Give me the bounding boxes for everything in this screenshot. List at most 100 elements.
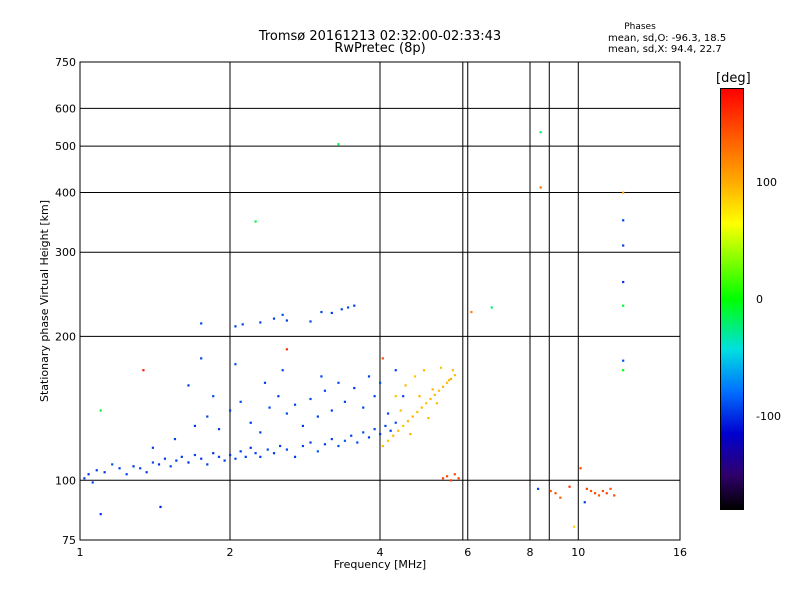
data-point [234, 457, 237, 460]
data-point [254, 452, 257, 455]
data-point [187, 384, 190, 387]
data-point [350, 434, 353, 437]
data-point [373, 395, 376, 398]
y-tick-label: 200 [55, 330, 76, 343]
data-point [622, 244, 625, 247]
data-point [151, 461, 155, 464]
x-tick-label: 6 [464, 546, 471, 559]
data-point [613, 494, 616, 497]
data-point [330, 437, 333, 441]
x-tick-labels: 1 2 4 6 8 10 16 [77, 546, 688, 559]
scatter-points [83, 131, 625, 528]
data-point [200, 357, 203, 360]
data-point [193, 424, 197, 428]
data-point [281, 369, 284, 372]
data-point [622, 280, 625, 284]
data-point [402, 395, 405, 398]
data-point [99, 409, 102, 412]
data-point [259, 431, 262, 434]
y-tick-label: 750 [55, 56, 76, 69]
data-point [200, 457, 203, 460]
data-point [362, 406, 365, 409]
data-point [394, 421, 397, 424]
data-point [453, 473, 456, 476]
data-point [536, 487, 540, 490]
data-point [449, 377, 453, 381]
data-point [234, 363, 237, 366]
data-point [605, 492, 608, 495]
y-axis-label: Stationary phase Virtual Height [km] [38, 200, 51, 402]
data-point [229, 409, 232, 412]
data-point [159, 505, 162, 509]
data-point [293, 455, 297, 458]
data-point [279, 444, 282, 448]
data-point [259, 455, 262, 458]
data-point [316, 450, 319, 453]
data-point [413, 375, 417, 378]
data-point [435, 402, 438, 405]
data-point [239, 400, 242, 403]
data-point [589, 489, 593, 493]
data-point [399, 409, 402, 412]
data-point [418, 395, 421, 398]
data-point [132, 465, 135, 468]
data-point [593, 492, 597, 495]
y-tick-label: 500 [55, 140, 76, 153]
y-tick-label: 600 [55, 102, 76, 115]
data-point [330, 409, 333, 412]
data-point [343, 439, 347, 442]
data-point [83, 477, 86, 480]
x-tick-label: 16 [673, 546, 687, 559]
data-point [212, 395, 215, 398]
colorbar-tick-label: 100 [756, 175, 777, 189]
data-point [111, 463, 114, 466]
data-point [622, 304, 625, 307]
y-tick-label: 400 [55, 186, 76, 199]
data-point [447, 379, 451, 382]
x-axis-label: Frequency [MHz] [334, 558, 426, 571]
data-point [169, 465, 172, 468]
data-point [187, 461, 190, 464]
data-point [320, 375, 323, 378]
x-tick-label: 2 [227, 546, 234, 559]
y-tick-label: 100 [55, 474, 76, 487]
data-point [406, 420, 410, 423]
data-point [266, 448, 269, 451]
data-point [622, 219, 625, 222]
data-point [585, 487, 588, 490]
data-point [601, 489, 605, 493]
data-point [568, 485, 571, 488]
x-tick-label: 10 [571, 546, 585, 559]
data-point [409, 432, 412, 436]
data-point [323, 443, 327, 446]
data-point [285, 412, 288, 415]
data-point [404, 384, 407, 387]
data-point [392, 434, 395, 437]
data-point [239, 450, 242, 453]
data-point [241, 323, 244, 326]
data-point [353, 386, 356, 390]
data-point [353, 304, 356, 307]
data-point [445, 475, 449, 478]
data-point [362, 431, 365, 434]
data-point [622, 369, 625, 372]
chart-subtitle: RwPretec (8p) [334, 41, 426, 56]
data-point [157, 463, 161, 466]
data-point [373, 428, 376, 431]
data-point [175, 459, 178, 462]
data-point [422, 369, 426, 372]
data-point [411, 415, 414, 418]
data-point [272, 317, 276, 320]
data-point [249, 421, 252, 424]
data-point [386, 412, 390, 415]
data-point [212, 452, 215, 455]
data-point [87, 473, 90, 476]
data-point [337, 143, 340, 146]
data-point [441, 385, 445, 388]
y-tick-label: 300 [55, 246, 76, 259]
stats-o-mode: mean, sd,O: -96.3, 18.5 [608, 33, 727, 44]
data-point [386, 439, 390, 442]
data-point [441, 477, 445, 480]
data-point [272, 452, 276, 455]
data-point [301, 424, 305, 428]
